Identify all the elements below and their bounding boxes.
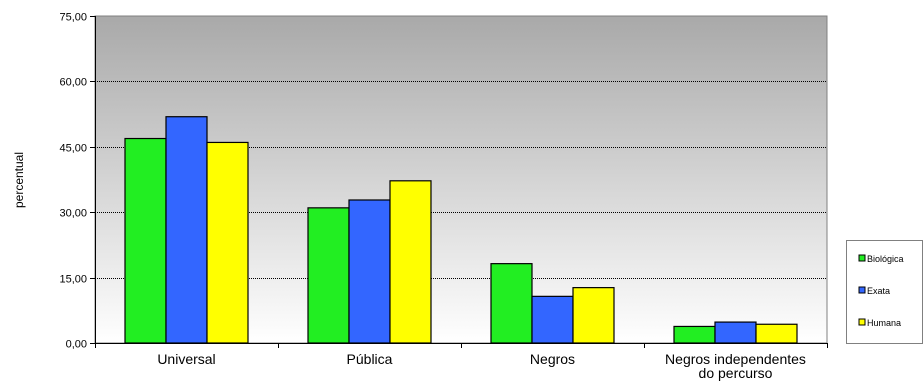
legend-label: Exata [867, 286, 890, 296]
bar-humana [755, 323, 798, 344]
bar-biol-gica [673, 325, 716, 344]
bar-exata [165, 116, 208, 344]
bar-biol-gica [490, 263, 533, 344]
legend-label: Biológica [867, 254, 904, 264]
legend-swatch [858, 318, 866, 326]
y-tick-label: 0,00 [66, 339, 87, 351]
x-tick-label: Pública [347, 351, 393, 367]
legend-swatch [858, 254, 866, 262]
x-tick-label: Universal [157, 351, 215, 367]
y-axis-label: percentual [12, 152, 26, 208]
y-tick-label: 75,00 [59, 12, 87, 24]
y-tick-label: 30,00 [59, 208, 87, 220]
y-tick-label: 15,00 [59, 274, 87, 286]
bar-exata [348, 199, 391, 344]
legend-swatch [858, 286, 866, 294]
bar-exata [714, 321, 757, 344]
bar-biol-gica [307, 207, 350, 344]
legend: Biológica Exata Humana [846, 240, 923, 344]
x-tick-label: Negros [530, 351, 575, 367]
y-tick-label: 45,00 [59, 143, 87, 155]
x-tick-label: do percurso [699, 365, 773, 381]
legend-label: Humana [867, 318, 901, 328]
bar-humana [206, 141, 249, 344]
x-tick-label: Negros independentes [665, 351, 806, 367]
y-tick-label: 60,00 [59, 77, 87, 89]
bar-exata [531, 295, 574, 344]
bar-humana [572, 287, 615, 344]
axes: 0,00 15,00 30,00 45,00 60,00 75,00 Universal Pú… [59, 12, 828, 381]
bar-biol-gica [124, 137, 167, 344]
bar-humana [389, 180, 432, 344]
